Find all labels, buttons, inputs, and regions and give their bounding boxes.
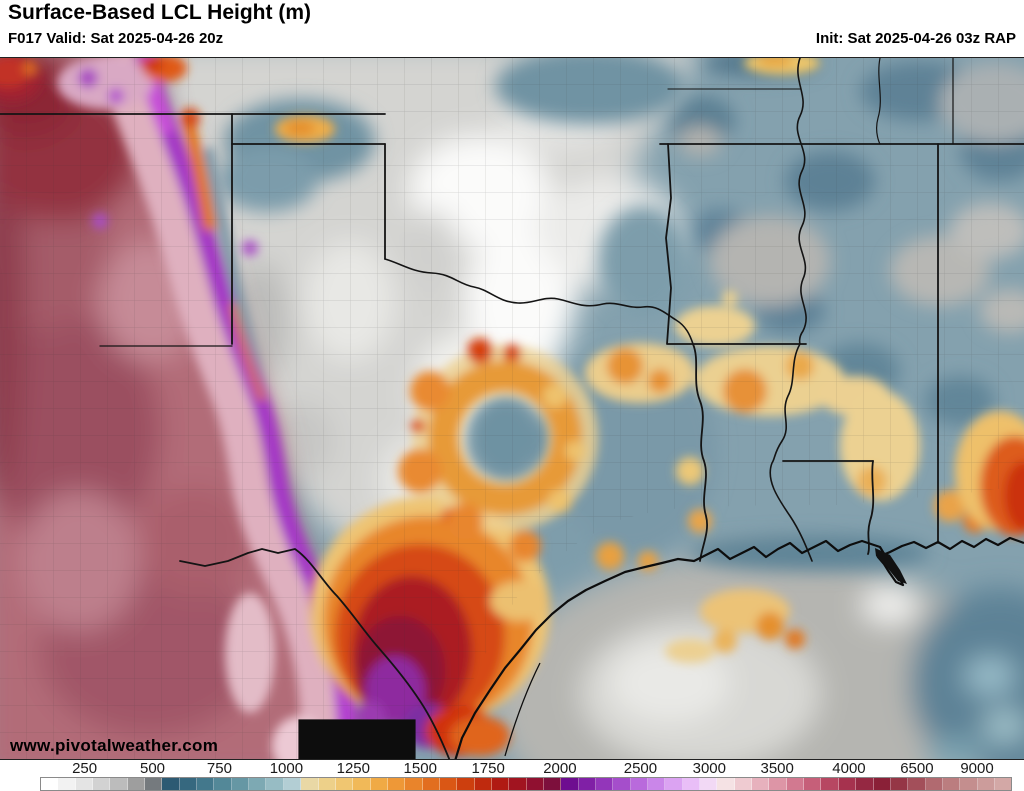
colorbar-tick-label: 4000 bbox=[832, 760, 866, 777]
colorbar-segment bbox=[75, 778, 94, 790]
ms-river-delta bbox=[875, 548, 907, 584]
colorbar-segment bbox=[543, 778, 562, 790]
colorbar-segment bbox=[41, 778, 59, 790]
colorbar-segment bbox=[370, 778, 388, 790]
colorbar-segment bbox=[197, 778, 215, 790]
colorbar-segment bbox=[318, 778, 336, 790]
colorbar-tick-label: 1000 bbox=[269, 760, 304, 777]
colorbar-segment bbox=[856, 778, 874, 790]
colorbar-segment bbox=[769, 778, 787, 790]
colorbar-tick-label: 6500 bbox=[900, 760, 934, 777]
colorbar-segment bbox=[752, 778, 770, 790]
colorbar-swatches bbox=[40, 777, 1012, 791]
colorbar-segment bbox=[509, 778, 527, 790]
colorbar-segment bbox=[266, 778, 284, 790]
colorbar: 250 500 750 1000 1250 1500 1750 2000 2500 3000 350… bbox=[0, 760, 1024, 791]
lcl-field-map bbox=[0, 58, 1024, 759]
colorbar-segment bbox=[422, 778, 440, 790]
colorbar-segment bbox=[821, 778, 839, 790]
colorbar-segment bbox=[214, 778, 232, 790]
colorbar-tick-label: 750 bbox=[206, 760, 232, 777]
colorbar-segment bbox=[353, 778, 371, 790]
colorbar-segment bbox=[786, 778, 805, 790]
colorbar-segment bbox=[994, 778, 1012, 790]
colorbar-tick-label: 1750 bbox=[471, 760, 505, 777]
colorbar-tick-label: 1500 bbox=[403, 760, 437, 777]
colorbar-tick-label: 2000 bbox=[543, 760, 577, 777]
colorbar-segment bbox=[249, 778, 267, 790]
colorbar-segment bbox=[925, 778, 943, 790]
colorbar-segment bbox=[405, 778, 423, 790]
colorbar-segment bbox=[873, 778, 891, 790]
colorbar-segment bbox=[630, 778, 649, 790]
colorbar-segment bbox=[734, 778, 753, 790]
colorbar-segment bbox=[439, 778, 458, 790]
colorbar-segment bbox=[804, 778, 822, 790]
page-title: Surface-Based LCL Height (m) bbox=[8, 1, 311, 24]
colorbar-segment bbox=[179, 778, 198, 790]
colorbar-tick-label: 250 bbox=[72, 760, 98, 777]
pivotal-weather-logo: pivtal weather bbox=[0, 690, 1010, 759]
watermark: www.pivotalweather.com bbox=[10, 736, 219, 755]
colorbar-tick-label: 9000 bbox=[960, 760, 994, 777]
colorbar-segment bbox=[942, 778, 961, 790]
gear-icon bbox=[0, 696, 869, 759]
colorbar-tick-label: 1250 bbox=[336, 760, 370, 777]
valid-time-label: F017 Valid: Sat 2025-04-26 20z bbox=[8, 30, 224, 47]
colorbar-segment bbox=[283, 778, 302, 790]
colorbar-segment bbox=[301, 778, 319, 790]
colorbar-segment bbox=[58, 778, 76, 790]
colorbar-segment bbox=[717, 778, 735, 790]
colorbar-ticks: 250 500 750 1000 1250 1500 1750 2000 2500 3000 350… bbox=[40, 760, 1010, 777]
colorbar-segment bbox=[561, 778, 579, 790]
colorbar-segment bbox=[665, 778, 683, 790]
colorbar-segment bbox=[162, 778, 180, 790]
colorbar-segment bbox=[110, 778, 128, 790]
colorbar-segment bbox=[890, 778, 909, 790]
coastline bbox=[454, 536, 1024, 759]
colorbar-segment bbox=[682, 778, 701, 790]
colorbar-segment bbox=[526, 778, 544, 790]
state-borders bbox=[0, 58, 1024, 759]
colorbar-segment bbox=[93, 778, 111, 790]
mississippi-river bbox=[769, 58, 813, 562]
colorbar-segment bbox=[648, 778, 666, 790]
colorbar-segment bbox=[335, 778, 354, 790]
colorbar-segment bbox=[231, 778, 250, 790]
colorbar-segment bbox=[578, 778, 596, 790]
colorbar-segment bbox=[145, 778, 163, 790]
colorbar-segment bbox=[700, 778, 718, 790]
colorbar-segment bbox=[474, 778, 492, 790]
colorbar-tick-label: 3500 bbox=[760, 760, 794, 777]
colorbar-segment bbox=[596, 778, 614, 790]
map-canvas: www.pivotalweather.com pivtal weather bbox=[0, 57, 1024, 760]
barrier-island bbox=[504, 662, 541, 757]
colorbar-tick-label: 3000 bbox=[692, 760, 726, 777]
colorbar-segment bbox=[908, 778, 926, 790]
colorbar-segment bbox=[977, 778, 995, 790]
colorbar-tick-label: 500 bbox=[140, 760, 166, 777]
colorbar-segment bbox=[838, 778, 857, 790]
red-river bbox=[384, 258, 694, 345]
colorbar-tick-label: 2500 bbox=[623, 760, 658, 777]
colorbar-segment bbox=[960, 778, 978, 790]
rio-grande bbox=[179, 548, 451, 759]
init-time-label: Init: Sat 2025-04-26 03z RAP bbox=[815, 30, 1016, 47]
colorbar-segment bbox=[491, 778, 510, 790]
colorbar-segment bbox=[127, 778, 146, 790]
colorbar-segment bbox=[387, 778, 406, 790]
colorbar-segment bbox=[457, 778, 475, 790]
colorbar-segment bbox=[613, 778, 631, 790]
gulf-region bbox=[495, 553, 1024, 759]
